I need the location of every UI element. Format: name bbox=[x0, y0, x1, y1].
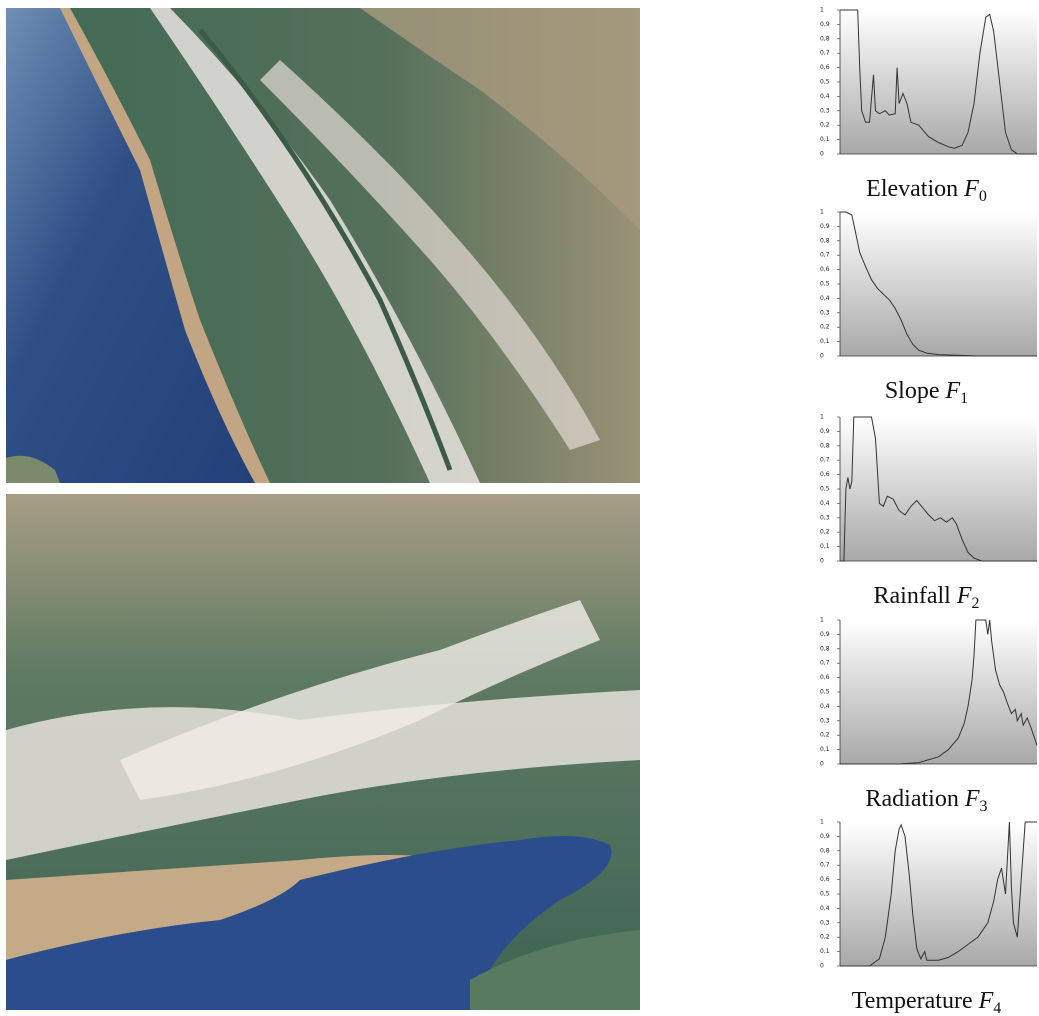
y-tick-label: 0,1 bbox=[820, 136, 830, 143]
caption-title: Temperature bbox=[852, 988, 973, 1014]
y-tick-label: 0,2 bbox=[820, 529, 830, 536]
y-tick-label: 0,3 bbox=[820, 919, 830, 926]
y-tick-label: 0,8 bbox=[820, 442, 830, 449]
y-tick-label: 0,1 bbox=[820, 746, 830, 753]
caption-title: Slope bbox=[885, 378, 940, 404]
y-tick-label: 0,9 bbox=[820, 428, 830, 435]
caption-subscript: 4 bbox=[993, 1000, 1001, 1016]
y-tick-label: 1 bbox=[820, 209, 824, 216]
terrain-bottom bbox=[6, 494, 640, 1010]
y-tick-label: 0,4 bbox=[820, 703, 830, 710]
caption-subscript: 1 bbox=[960, 390, 968, 407]
plot-background bbox=[840, 417, 1037, 561]
terrain-top bbox=[6, 8, 640, 483]
caption-title: Elevation bbox=[866, 176, 958, 202]
y-tick-label: 0 bbox=[820, 558, 824, 565]
plot-background bbox=[840, 620, 1037, 764]
y-tick-label: 0,6 bbox=[820, 471, 830, 478]
y-tick-label: 0 bbox=[820, 963, 824, 970]
y-tick-label: 0,4 bbox=[820, 93, 830, 100]
y-tick-label: 0,7 bbox=[820, 457, 830, 464]
y-tick-label: 0,8 bbox=[820, 645, 830, 652]
y-tick-label: 1 bbox=[820, 819, 824, 826]
caption-symbol: F bbox=[964, 786, 980, 812]
y-tick-label: 0,2 bbox=[820, 324, 830, 331]
caption-subscript: 3 bbox=[980, 798, 988, 815]
caption-title: Radiation bbox=[866, 786, 959, 812]
y-tick-label: 0,1 bbox=[820, 948, 830, 955]
y-tick-label: 0,3 bbox=[820, 514, 830, 521]
y-tick-label: 0,8 bbox=[820, 35, 830, 42]
figure: 00,10,20,30,40,50,60,70,80,91ElevationF0… bbox=[0, 0, 1039, 1016]
y-tick-label: 0,3 bbox=[820, 717, 830, 724]
y-tick-label: 0,6 bbox=[820, 64, 830, 71]
y-tick-label: 0 bbox=[820, 761, 824, 768]
y-tick-label: 0 bbox=[820, 151, 824, 158]
y-tick-label: 0,5 bbox=[820, 79, 830, 86]
histogram-chart: 0 0,1 0,2 0,3 0,4 0,5 0,6 0,7 0,8 0,9 1 Temperature… bbox=[820, 819, 1037, 1016]
y-tick-label: 0,8 bbox=[820, 847, 830, 854]
y-tick-label: 0,4 bbox=[820, 295, 830, 302]
plot-background bbox=[840, 212, 1037, 356]
y-tick-label: 0,1 bbox=[820, 543, 830, 550]
y-tick-label: 0,9 bbox=[820, 21, 830, 28]
y-tick-label: 1 bbox=[820, 7, 824, 14]
caption-symbol: F bbox=[945, 378, 961, 404]
y-tick-label: 0 bbox=[820, 353, 824, 360]
y-tick-label: 0,7 bbox=[820, 50, 830, 57]
y-tick-label: 0,7 bbox=[820, 660, 830, 667]
y-tick-label: 0,5 bbox=[820, 281, 830, 288]
y-tick-label: 0,4 bbox=[820, 905, 830, 912]
y-tick-label: 0,8 bbox=[820, 237, 830, 244]
y-tick-label: 0,4 bbox=[820, 500, 830, 507]
y-tick-label: 0,6 bbox=[820, 674, 830, 681]
y-tick-label: 0,5 bbox=[820, 891, 830, 898]
caption-title: Rainfall bbox=[874, 583, 952, 609]
y-tick-label: 0,5 bbox=[820, 689, 830, 696]
y-tick-label: 0,9 bbox=[820, 833, 830, 840]
plot-background bbox=[840, 822, 1037, 966]
y-tick-label: 0,7 bbox=[820, 252, 830, 259]
y-tick-label: 0,9 bbox=[820, 631, 830, 638]
y-tick-label: 0,3 bbox=[820, 309, 830, 316]
y-tick-label: 0,6 bbox=[820, 876, 830, 883]
caption-subscript: 0 bbox=[979, 188, 987, 205]
y-tick-label: 1 bbox=[820, 414, 824, 421]
y-tick-label: 0,7 bbox=[820, 862, 830, 869]
y-tick-label: 0,2 bbox=[820, 732, 830, 739]
y-tick-label: 0,1 bbox=[820, 338, 830, 345]
y-tick-label: 0,2 bbox=[820, 122, 830, 129]
y-tick-label: 0,9 bbox=[820, 223, 830, 230]
y-tick-label: 0,5 bbox=[820, 486, 830, 493]
caption-symbol: F bbox=[963, 176, 979, 202]
caption-symbol: F bbox=[956, 583, 972, 609]
caption-subscript: 2 bbox=[971, 595, 979, 612]
caption-symbol: F bbox=[978, 988, 994, 1014]
y-tick-label: 1 bbox=[820, 617, 824, 624]
y-tick-label: 0,2 bbox=[820, 934, 830, 941]
y-tick-label: 0,3 bbox=[820, 107, 830, 114]
plot-background bbox=[840, 10, 1037, 154]
y-tick-label: 0,6 bbox=[820, 266, 830, 273]
